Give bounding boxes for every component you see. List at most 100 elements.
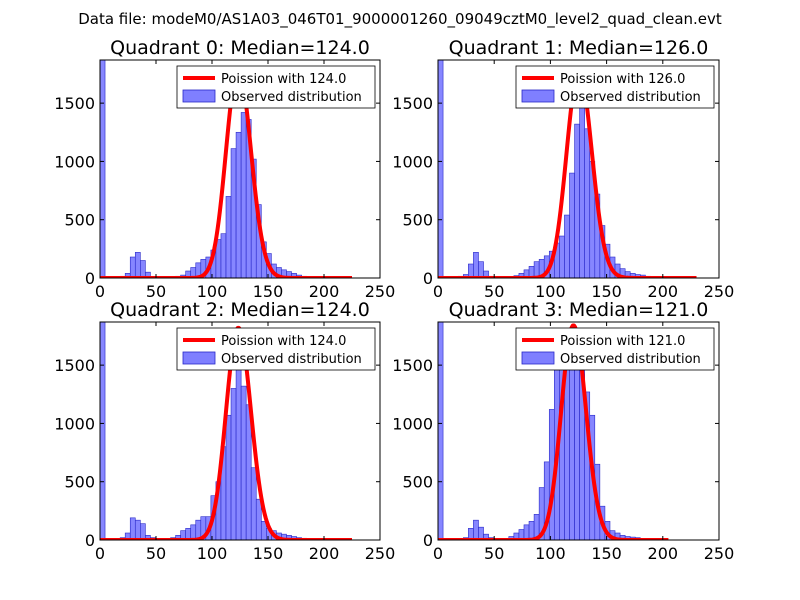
x-tick-label: 200 xyxy=(309,544,340,563)
x-tick-label: 0 xyxy=(95,544,105,563)
histogram-bar xyxy=(129,256,136,278)
x-tick-label: 100 xyxy=(197,544,228,563)
y-tick-label: 500 xyxy=(402,473,433,492)
histogram-bar xyxy=(240,112,247,278)
legend-bar-swatch xyxy=(182,89,216,103)
histogram-bar xyxy=(483,270,489,278)
histogram-bar xyxy=(473,519,479,540)
x-tick-label: 50 xyxy=(484,282,504,301)
histogram-bar xyxy=(569,172,575,278)
histogram-bar xyxy=(564,214,570,278)
quadrant-panel-1: 0 50 100 150 200 250 0 500 1000 1500 Quadrant 1: M… xyxy=(392,37,734,301)
histogram-bar xyxy=(478,261,484,278)
poisson-curve xyxy=(438,68,698,278)
plot-area xyxy=(100,60,353,278)
histogram-bar xyxy=(190,524,197,540)
x-tick-label: 100 xyxy=(535,544,566,563)
histogram-bar xyxy=(468,263,474,278)
histogram-bar xyxy=(235,353,242,540)
legend-label-poisson: Poission with 126.0 xyxy=(560,72,685,87)
axes-frame xyxy=(437,321,720,541)
panel-title: Quadrant 1: Median=126.0 xyxy=(449,37,709,59)
y-tick-label: 0 xyxy=(423,531,433,550)
legend-label-observed: Observed distribution xyxy=(560,90,701,105)
x-tick-label: 0 xyxy=(95,282,105,301)
x-tick-label: 250 xyxy=(365,544,396,563)
axes-frame xyxy=(99,321,381,541)
x-tick-label: 50 xyxy=(146,282,166,301)
histogram-bar xyxy=(473,252,479,278)
x-tick-label: 150 xyxy=(253,544,284,563)
histogram-bar xyxy=(574,348,580,540)
histogram-bar xyxy=(584,128,591,278)
y-tick-label: 500 xyxy=(64,211,95,230)
histogram-bar xyxy=(230,388,237,540)
legend-label-poisson: Poission with 124.0 xyxy=(221,334,346,349)
legend-label-observed: Observed distribution xyxy=(221,90,362,105)
histogram-bar xyxy=(134,252,141,278)
histogram-bar xyxy=(574,123,580,278)
legend-label-observed: Observed distribution xyxy=(560,352,701,367)
histogram-bar xyxy=(250,467,257,540)
y-tick-label: 1500 xyxy=(54,356,95,375)
legend: Poission with 121.0 Observed distribution xyxy=(515,327,715,371)
x-tick-label: 150 xyxy=(591,544,622,563)
histogram-bar xyxy=(528,521,535,540)
legend: Poission with 124.0 Observed distribution xyxy=(176,327,376,371)
histogram-bar xyxy=(134,519,141,540)
legend-bar-swatch xyxy=(182,351,216,365)
axes-frame xyxy=(437,59,720,279)
y-tick-label: 1000 xyxy=(392,152,433,171)
panel-title: Quadrant 2: Median=124.0 xyxy=(110,299,370,321)
histogram-bar xyxy=(559,235,565,278)
y-tick-label: 500 xyxy=(402,211,433,230)
x-tick-label: 250 xyxy=(704,544,735,563)
x-tick-label: 200 xyxy=(648,544,679,563)
x-tick-label: 100 xyxy=(197,282,228,301)
x-tick-label: 100 xyxy=(535,282,566,301)
histogram-bar xyxy=(579,102,585,278)
histogram-bar xyxy=(100,322,106,540)
quadrant-panel-3: 0 50 100 150 200 250 0 500 1000 1500 Quadrant 3: M… xyxy=(392,299,734,563)
y-tick-label: 1500 xyxy=(392,94,433,113)
axes-frame xyxy=(99,59,381,279)
histogram-bar xyxy=(255,498,262,540)
quadrant-panel-0: 0 50 100 150 200 250 0 500 1000 1500 Quadrant 0: M… xyxy=(54,37,395,301)
histogram-bar xyxy=(145,271,151,278)
histogram-bar xyxy=(129,517,136,540)
legend: Poission with 124.0 Observed distribution xyxy=(176,65,376,109)
histogram-bar xyxy=(140,523,146,540)
y-tick-label: 500 xyxy=(64,473,95,492)
y-tick-label: 0 xyxy=(423,269,433,288)
legend-label-poisson: Poission with 121.0 xyxy=(560,334,685,349)
quadrant-panel-2: 0 50 100 150 200 250 0 500 1000 1500 Quadrant 2: M… xyxy=(54,299,395,563)
x-tick-label: 50 xyxy=(484,544,504,563)
y-tick-label: 1000 xyxy=(392,414,433,433)
plot-area xyxy=(438,60,698,278)
y-tick-label: 1500 xyxy=(392,356,433,375)
x-tick-label: 150 xyxy=(253,282,284,301)
y-tick-label: 1500 xyxy=(54,94,95,113)
x-tick-label: 200 xyxy=(309,282,340,301)
histogram-bar xyxy=(438,60,444,278)
x-tick-label: 200 xyxy=(648,282,679,301)
histogram-bar xyxy=(230,148,237,278)
y-tick-label: 1000 xyxy=(54,414,95,433)
histogram-bar xyxy=(100,60,106,278)
x-tick-label: 250 xyxy=(704,282,735,301)
x-tick-label: 0 xyxy=(433,282,443,301)
panel-title: Quadrant 0: Median=124.0 xyxy=(110,37,370,59)
x-tick-label: 50 xyxy=(146,544,166,563)
histogram-bar xyxy=(523,524,530,540)
histogram-bar xyxy=(225,414,232,540)
y-tick-label: 0 xyxy=(85,531,95,550)
histogram-bar xyxy=(220,233,227,278)
histogram-bar xyxy=(140,260,146,278)
legend: Poission with 126.0 Observed distribution xyxy=(515,65,715,109)
plot-area xyxy=(100,322,353,540)
x-tick-label: 250 xyxy=(365,282,396,301)
poisson-curve xyxy=(100,66,353,278)
panel-title: Quadrant 3: Median=121.0 xyxy=(449,299,709,321)
histogram-bar xyxy=(438,322,444,540)
histogram-bar xyxy=(260,521,267,540)
